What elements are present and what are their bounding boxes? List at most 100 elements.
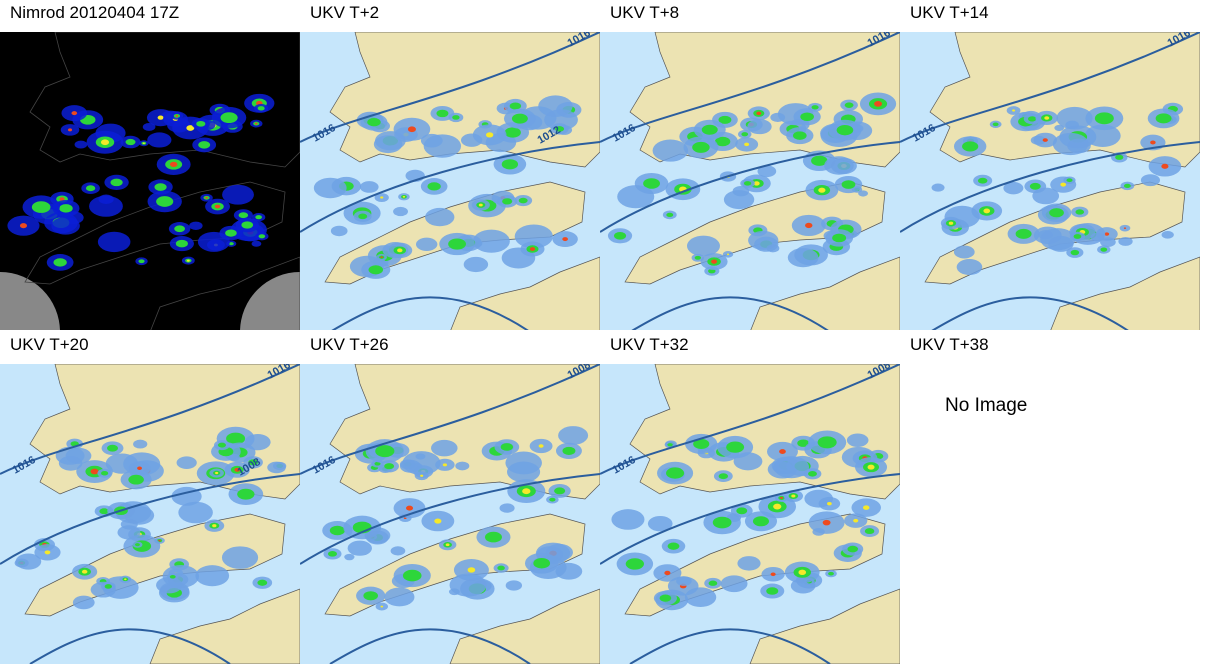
rain-cell (931, 183, 945, 192)
land (149, 588, 300, 664)
isobar (629, 628, 831, 664)
rain-core (329, 525, 345, 536)
rain-core (736, 507, 748, 515)
rain-core (138, 259, 145, 264)
rain-cell (384, 587, 415, 607)
rain-core (174, 225, 185, 233)
rain-peak (442, 463, 448, 467)
rain-core (220, 112, 238, 124)
coastline (29, 32, 300, 168)
rain-core (110, 178, 123, 187)
rain-cell (748, 230, 779, 250)
rain-core (817, 436, 837, 449)
rain-cell (463, 256, 489, 273)
rain-core (977, 177, 988, 184)
rain-core (226, 432, 246, 445)
rain-cell (455, 461, 470, 471)
rain-peak (467, 567, 476, 573)
rain-core (509, 102, 522, 110)
rain-cell (733, 452, 763, 471)
rain-peak (137, 466, 142, 470)
rain-peak (948, 221, 954, 225)
rain-peak (562, 237, 568, 242)
rain-core (1100, 247, 1108, 252)
rain-peak (205, 196, 208, 199)
panel-title: UKV T+14 (910, 3, 989, 22)
rain-peak (71, 111, 78, 116)
panel-title: UKV T+2 (310, 3, 380, 22)
rain-core (228, 242, 234, 246)
rain-peak (81, 569, 88, 574)
rain-cell (313, 177, 347, 199)
rain-peak (215, 471, 219, 475)
rain-peak (538, 444, 544, 448)
rain-cell (824, 156, 854, 175)
rain-core (107, 444, 118, 452)
rain-core (128, 474, 144, 485)
rain-core (518, 197, 528, 204)
rain-core (714, 136, 731, 147)
rain-core (718, 473, 729, 480)
rain-core (225, 229, 237, 237)
rain-peak (1150, 140, 1156, 145)
isobar (0, 364, 300, 475)
rain-cell (402, 451, 441, 475)
rain-peak (805, 222, 813, 229)
rain-peak (380, 196, 384, 199)
rain-cell (142, 122, 156, 131)
rain-core (511, 113, 528, 124)
panel-title: UKV T+32 (610, 335, 689, 354)
rain-cell (98, 194, 114, 204)
rain-core (59, 204, 73, 213)
rain-core (402, 569, 422, 582)
rain-cell (846, 433, 869, 447)
rain-peak (744, 142, 750, 147)
isobar (600, 473, 900, 565)
rain-peak (818, 187, 826, 193)
rain-core (844, 102, 854, 108)
rain-cell (393, 206, 408, 217)
rain-cell (1065, 120, 1079, 130)
rain-peak (664, 570, 671, 576)
rain-peak (59, 197, 65, 201)
rain-cell (953, 245, 975, 259)
rain-core (1115, 154, 1124, 160)
rain-cell (176, 456, 197, 470)
land (629, 364, 900, 500)
rain-cell (244, 434, 271, 451)
isobar (300, 473, 600, 565)
coastline (150, 256, 300, 330)
rain-core (1027, 116, 1037, 122)
rain-peak (485, 132, 494, 138)
rain-core (797, 439, 810, 447)
rain-core (1073, 234, 1082, 239)
rain-core (53, 258, 67, 267)
map-background (0, 32, 300, 330)
land (449, 588, 600, 664)
isobar (0, 473, 300, 565)
rain-core (693, 438, 710, 450)
rain-cell (647, 515, 673, 532)
rain-core (31, 201, 51, 213)
rain-core (502, 198, 513, 205)
no-image-text: No Image (945, 395, 1028, 416)
rain-peak (90, 468, 99, 475)
rain-peak (44, 550, 51, 555)
rain-cell (737, 556, 761, 571)
rain-peak (19, 223, 27, 229)
rain-cell (956, 259, 983, 276)
rain-core (841, 180, 856, 189)
rain-cell (72, 595, 95, 610)
isobar (631, 296, 829, 330)
rain-core (156, 196, 174, 207)
rain-cell (1032, 187, 1060, 205)
rain-core (811, 155, 828, 166)
panel-title: UKV T+38 (910, 335, 989, 354)
rain-cell (858, 190, 869, 197)
rain-core (198, 141, 211, 149)
rain-peak (445, 543, 450, 547)
